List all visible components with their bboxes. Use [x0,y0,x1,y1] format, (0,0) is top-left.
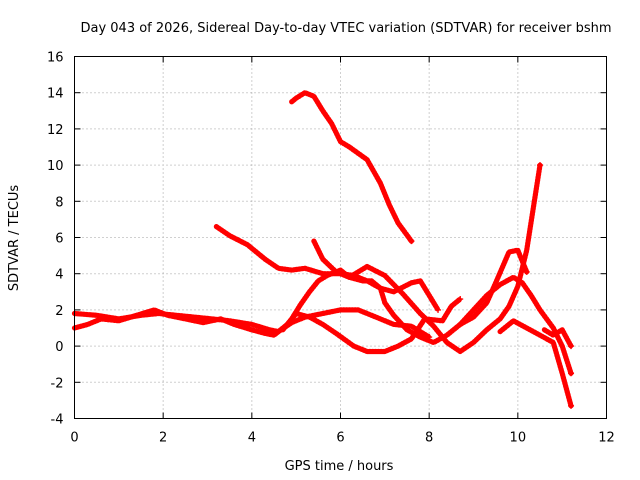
series-track-2-end-marker [435,306,442,313]
x-axis-label: GPS time / hours [285,459,394,474]
y-tick-label: -2 [51,376,64,391]
series-track-5 [282,249,528,344]
y-tick-label: 6 [55,232,63,247]
y-tick-label: 2 [55,304,63,319]
series-track-1-end-marker [408,238,415,245]
x-tick-label: 2 [159,431,167,446]
series-track-8 [499,320,572,407]
data-series [71,90,575,409]
series-track-1 [291,91,413,242]
x-tick-label: 12 [598,431,615,446]
series-track-7-end-marker [568,370,575,377]
y-tick-label: 0 [55,340,63,355]
x-tick-label: 4 [248,431,256,446]
x-tick-label: 6 [336,431,344,446]
x-tick-label: 10 [510,431,527,446]
x-tick-label: 0 [70,431,78,446]
y-tick-label: 8 [55,195,63,210]
series-track-5-end-marker [523,268,530,275]
chart-title: Day 043 of 2026, Sidereal Day-to-day VTE… [80,21,611,36]
y-tick-label: 4 [55,268,63,283]
y-tick-label: 10 [47,159,64,174]
axis-ticks: 0 2 4 6 8 10 12 -4 -2 0 2 4 6 8 10 12 14 16 [47,51,615,446]
series-track-9 [543,329,572,347]
series-track-6 [313,164,541,353]
series-track-6-end-marker [537,162,543,169]
series-track-4-end-marker [457,296,464,303]
y-tick-label: -4 [51,413,64,428]
plot-frame [74,56,607,419]
grid [74,56,607,419]
y-axis-label: SDTVAR / TECUs [7,185,22,292]
y-tick-label: 12 [47,123,64,138]
y-tick-label: 14 [47,87,64,102]
series-track-9-end-marker [568,343,575,350]
series-track-8-end-marker [568,402,575,409]
series-track-1-markers [289,90,414,244]
x-tick-label: 8 [425,431,433,446]
y-tick-label: 16 [47,51,64,66]
